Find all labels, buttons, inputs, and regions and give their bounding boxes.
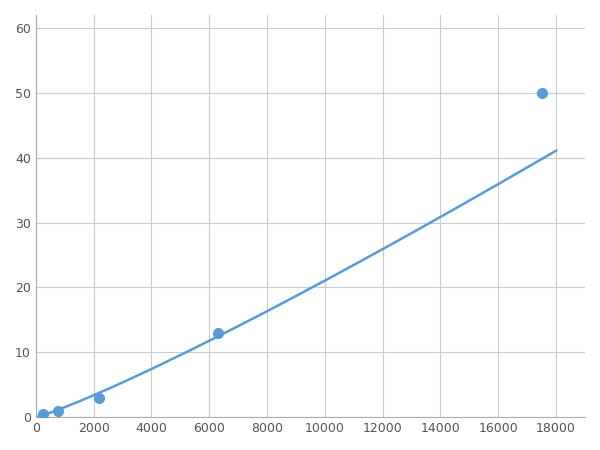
Point	[537, 89, 547, 96]
Point	[38, 410, 48, 418]
Point	[53, 407, 62, 414]
Point	[95, 394, 104, 401]
Point	[213, 329, 223, 337]
